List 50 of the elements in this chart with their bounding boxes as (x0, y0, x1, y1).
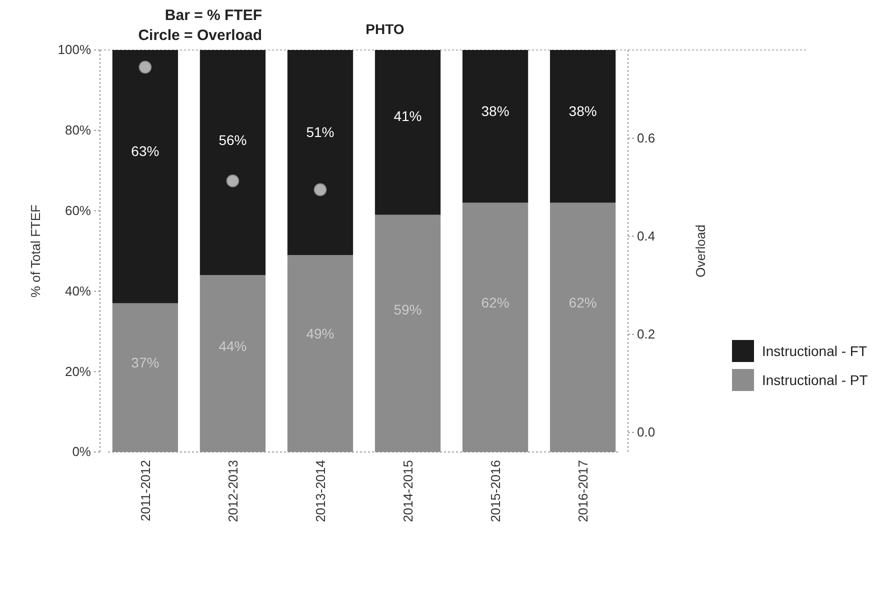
data-label: 49% (306, 326, 334, 342)
data-label: 62% (568, 294, 597, 310)
bar (550, 202, 616, 452)
text: Bar = % FTEF (164, 7, 262, 24)
data-label: 51% (306, 124, 334, 140)
bar (374, 214, 441, 452)
x-tick-label: 2013-2014 (312, 460, 328, 522)
point (138, 60, 152, 74)
y-tick-label: 100% (58, 42, 92, 58)
data-label: 44% (218, 338, 247, 354)
y2-tick-label: 0.0 (637, 424, 656, 440)
y2-tick-label: 0.2 (637, 326, 656, 342)
data-label: 38% (481, 103, 510, 120)
data-label: 63% (131, 143, 160, 160)
x-tick-label: 2015-2016 (488, 460, 503, 522)
bar (550, 50, 616, 203)
bar (374, 50, 441, 215)
x-tick-label: 2014-2015 (400, 460, 416, 522)
y-tick-label: 60% (64, 202, 92, 218)
x-tick-label: 2016-2017 (575, 460, 590, 522)
data-label: 41% (394, 108, 422, 124)
legend-label: Instructional - FT (762, 342, 868, 359)
x-tick-label: 2011-2012 (138, 460, 153, 522)
bar (112, 303, 178, 452)
bar (462, 50, 528, 203)
bar (200, 275, 266, 452)
x-tick-label: 2012-2013 (225, 460, 240, 522)
point (314, 183, 327, 196)
y-tick-label: 40% (64, 283, 92, 298)
bar (462, 202, 528, 452)
bar (287, 50, 354, 256)
y-axis-title: % of Total FTEF (28, 204, 43, 298)
y2-tick-label: 0.4 (637, 228, 656, 244)
data-label: 38% (568, 103, 597, 120)
bar (287, 255, 354, 452)
data-label: 62% (481, 294, 510, 310)
legend-label: Instructional - PT (762, 372, 868, 388)
y2-tick-label: 0.6 (637, 130, 656, 146)
y-tick-label: 80% (64, 122, 92, 138)
text: Circle = Overload (138, 27, 262, 44)
y2-axis-title: Overload (693, 224, 708, 278)
data-label: 56% (218, 132, 247, 148)
bar (112, 50, 178, 304)
y-tick-label: 0% (72, 444, 92, 460)
point (226, 174, 240, 188)
data-label: 37% (131, 354, 160, 371)
bar (200, 50, 266, 276)
y-tick-label: 20% (64, 364, 92, 379)
chart-title: PHTO (366, 21, 404, 37)
data-label: 59% (394, 302, 422, 318)
